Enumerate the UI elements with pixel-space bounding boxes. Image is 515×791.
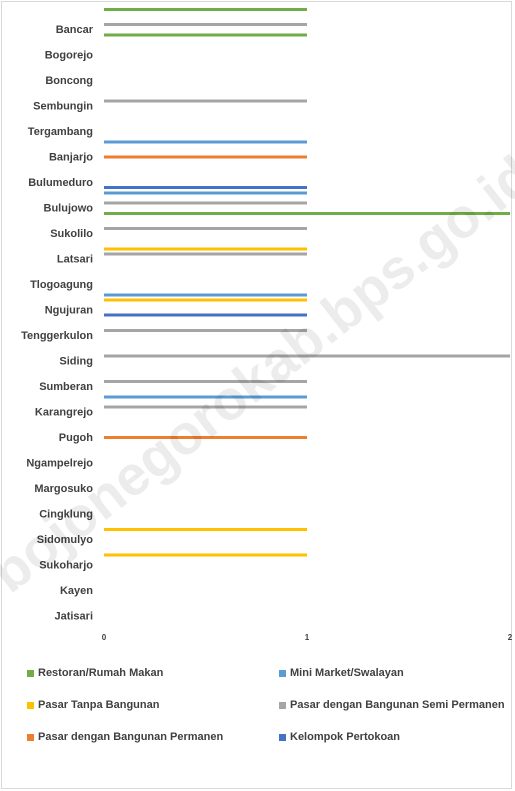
category-label: Sumberan	[39, 381, 93, 393]
bar	[104, 252, 307, 256]
bar	[104, 33, 307, 37]
category-label: Boncong	[45, 75, 93, 87]
legend-label: Pasar dengan Bangunan Permanen	[38, 731, 224, 743]
legend-swatch	[27, 701, 34, 709]
category-label: Jatisari	[54, 611, 93, 623]
category-label: Cingklung	[39, 509, 93, 521]
legend-label: Mini Market/Swalayan	[290, 667, 404, 679]
legend-label: Pasar dengan Bangunan Semi Permanen	[290, 699, 505, 711]
category-label: Bogorejo	[45, 50, 94, 62]
bar	[104, 553, 307, 557]
bar	[104, 528, 307, 531]
bar	[104, 23, 307, 26]
legend-item: Restoran/Rumah Makan	[27, 667, 163, 679]
x-tick-label: 2	[508, 633, 513, 642]
bar	[104, 380, 307, 383]
legend-item: Pasar dengan Bangunan Permanen	[27, 731, 223, 743]
bar	[104, 247, 307, 251]
category-label: Ngampelrejo	[26, 458, 93, 470]
category-labels: Bancar Bogorejo Boncong Sembungin Tergambang…	[21, 24, 94, 623]
legend-label: Pasar Tanpa Bangunan	[38, 699, 160, 711]
legend-swatch	[27, 733, 34, 741]
legend-swatch	[279, 733, 286, 741]
bar	[104, 227, 307, 230]
category-label: Sidomulyo	[37, 534, 94, 546]
category-label: Tergambang	[28, 126, 93, 138]
category-label: Banjarjo	[49, 152, 93, 164]
legend-swatch	[27, 669, 34, 677]
bar	[104, 140, 307, 144]
legend-label: Kelompok Pertokoan	[290, 731, 401, 743]
category-label: Bulujowo	[44, 203, 94, 215]
x-tick-label: 0	[102, 633, 107, 642]
category-label: Margosuko	[34, 483, 93, 495]
legend-swatch	[279, 701, 286, 709]
category-label: Latsari	[57, 254, 93, 266]
bar	[104, 354, 510, 358]
bar	[104, 298, 307, 302]
legend-swatch	[279, 669, 286, 677]
category-label: Ngujuran	[45, 305, 94, 317]
legend-item: Kelompok Pertokoan	[279, 731, 400, 743]
category-label: Kayen	[60, 585, 93, 597]
legend-label: Restoran/Rumah Makan	[38, 667, 164, 679]
bar	[104, 201, 307, 205]
bars	[104, 8, 510, 557]
bar	[104, 329, 307, 332]
category-label: Bancar	[56, 24, 94, 36]
bar	[104, 155, 307, 159]
bar	[104, 293, 307, 297]
x-tick-label: 1	[305, 633, 310, 642]
legend-item: Pasar Tanpa Bangunan	[27, 699, 159, 711]
bar	[104, 99, 307, 103]
legend-item: Mini Market/Swalayan	[279, 667, 404, 679]
category-label: Siding	[59, 356, 93, 368]
bar	[104, 191, 307, 195]
bar	[104, 395, 307, 399]
bar	[104, 405, 307, 409]
bar	[104, 8, 307, 11]
legend-item: Pasar dengan Bangunan Semi Permanen	[279, 699, 505, 711]
category-label: Tlogoagung	[30, 279, 93, 291]
bar	[104, 313, 307, 317]
x-axis-ticks: 0 1 2	[102, 633, 513, 642]
bar	[104, 436, 307, 439]
category-label: Pugoh	[59, 432, 93, 444]
category-label: Sukoharjo	[39, 560, 93, 572]
category-label: Sukolilo	[50, 228, 93, 240]
category-label: Sembungin	[33, 101, 93, 113]
category-label: Tenggerkulon	[21, 330, 93, 342]
category-label: Karangrejo	[35, 407, 93, 419]
bar	[104, 186, 307, 189]
bar	[104, 212, 510, 215]
category-label: Bulumeduro	[28, 177, 93, 189]
